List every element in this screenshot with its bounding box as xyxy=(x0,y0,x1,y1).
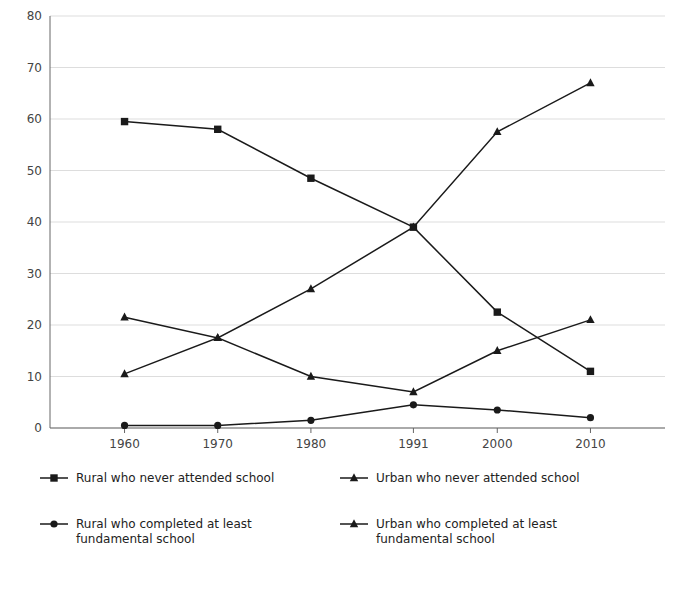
x-tick xyxy=(497,428,498,433)
point xyxy=(410,401,417,408)
grid-line xyxy=(50,428,665,429)
legend-marker xyxy=(50,474,57,481)
legend-label-line: Urban who completed at least xyxy=(376,517,557,531)
point xyxy=(586,315,594,323)
legend-marker xyxy=(350,473,358,481)
x-tick-label: 1980 xyxy=(296,437,327,451)
x-ticks: 1960 1970 1980 1991 2000 2010 xyxy=(109,428,605,451)
point xyxy=(409,222,417,230)
point xyxy=(587,414,594,421)
grid-line xyxy=(50,16,665,17)
legend-label-line: Rural who completed at least xyxy=(76,517,252,531)
series-line xyxy=(125,122,591,372)
point xyxy=(586,78,594,86)
y-tick-label: 30 xyxy=(27,267,42,281)
point xyxy=(307,417,314,424)
point xyxy=(120,369,128,377)
y-tick-label: 50 xyxy=(27,164,42,178)
grid-line xyxy=(50,119,665,120)
series-line xyxy=(125,320,591,392)
chart: 0 10 20 30 40 50 60 70 80 1960 1970 1980 1991 2000 201… xyxy=(0,0,685,598)
legend-label-line: fundamental school xyxy=(376,532,495,546)
y-tick-label: 70 xyxy=(27,61,42,75)
legend-marker xyxy=(50,520,57,527)
grid-line xyxy=(50,170,665,171)
legend-label: Urban who never attended school xyxy=(376,471,580,485)
y-tick-label: 40 xyxy=(27,215,42,229)
x-axis-line xyxy=(50,428,665,429)
y-tick-label: 20 xyxy=(27,318,42,332)
series xyxy=(120,78,594,341)
legend-label: Rural who completed at leastfundamental … xyxy=(76,517,252,546)
grid-line xyxy=(50,67,665,68)
legend-marker xyxy=(350,519,358,527)
legend-label: Rural who never attended school xyxy=(76,471,274,485)
series xyxy=(121,118,594,375)
point xyxy=(409,387,417,395)
legend-label-line: fundamental school xyxy=(76,532,195,546)
x-tick-label: 1991 xyxy=(398,437,429,451)
grid-line xyxy=(50,273,665,274)
x-tick-label: 1970 xyxy=(202,437,233,451)
point xyxy=(120,313,128,321)
point xyxy=(307,175,314,182)
x-tick-label: 2000 xyxy=(482,437,513,451)
series-line xyxy=(125,405,591,426)
point xyxy=(121,422,128,429)
point xyxy=(121,118,128,125)
point xyxy=(214,422,221,429)
x-tick xyxy=(413,428,414,433)
series xyxy=(120,315,594,395)
point xyxy=(493,127,501,135)
point xyxy=(307,284,315,292)
legend: Rural who never attended school Rural who… xyxy=(40,471,580,546)
point xyxy=(587,368,594,375)
point xyxy=(494,308,501,315)
point xyxy=(493,346,501,354)
y-tick-label: 0 xyxy=(34,421,42,435)
point xyxy=(494,406,501,413)
x-tick-label: 1960 xyxy=(109,437,140,451)
legend-label-line: Urban who never attended school xyxy=(376,471,580,485)
legend-label: Urban who completed at leastfundamental … xyxy=(376,517,557,546)
x-tick xyxy=(310,428,311,433)
y-tick-label: 80 xyxy=(27,9,42,23)
point xyxy=(214,126,221,133)
y-tick-label: 10 xyxy=(27,370,42,384)
point xyxy=(214,333,222,341)
series xyxy=(121,401,594,429)
grid-line xyxy=(50,376,665,377)
y-tick-label: 60 xyxy=(27,112,42,126)
series-line xyxy=(125,83,591,338)
x-tick-label: 2010 xyxy=(575,437,606,451)
grid-line xyxy=(50,222,665,223)
legend-label-line: Rural who never attended school xyxy=(76,471,274,485)
y-axis-line xyxy=(50,16,51,428)
x-tick xyxy=(590,428,591,433)
point xyxy=(307,372,315,380)
data-group xyxy=(120,78,594,429)
point xyxy=(214,333,222,341)
y-grid: 0 10 20 30 40 50 60 70 80 xyxy=(27,9,665,435)
